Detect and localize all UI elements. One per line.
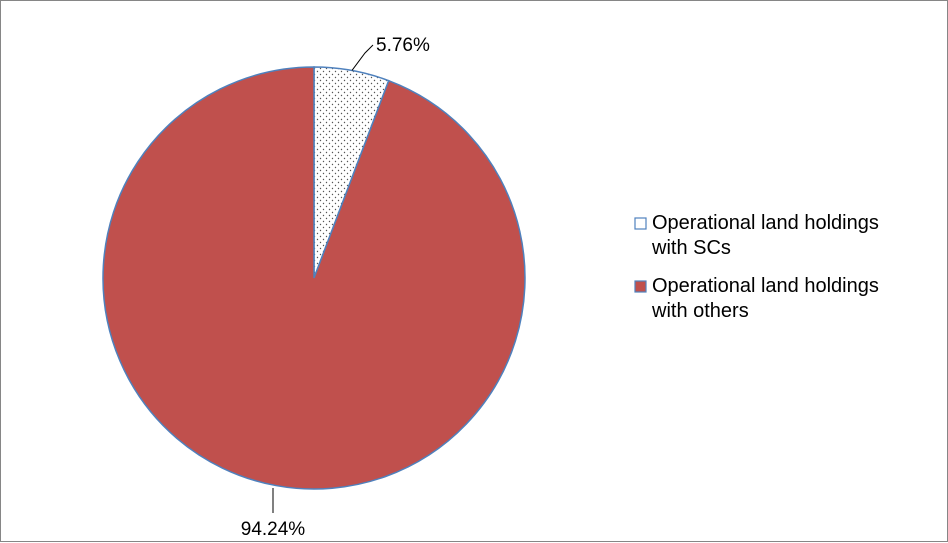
data-labels: 5.76% 94.24% [241, 35, 430, 540]
legend-label-2-line-1: Operational land holdings [652, 275, 879, 297]
leader-line-1 [351, 44, 374, 71]
pie-slice-2 [102, 66, 526, 490]
legend-label-1-line-2: with SCs [651, 237, 731, 259]
legend-swatch-2 [634, 280, 647, 293]
pie-slices [102, 66, 526, 490]
legend-swatch-1 [634, 217, 647, 230]
legend: Operational land holdings with SCs Operati… [634, 212, 879, 322]
data-label-1: 5.76% [376, 35, 430, 56]
leader-lines [272, 44, 374, 513]
legend-label-1-line-1: Operational land holdings [652, 212, 879, 234]
data-label-2: 94.24% [241, 519, 306, 540]
legend-label-2-line-2: with others [651, 300, 749, 322]
